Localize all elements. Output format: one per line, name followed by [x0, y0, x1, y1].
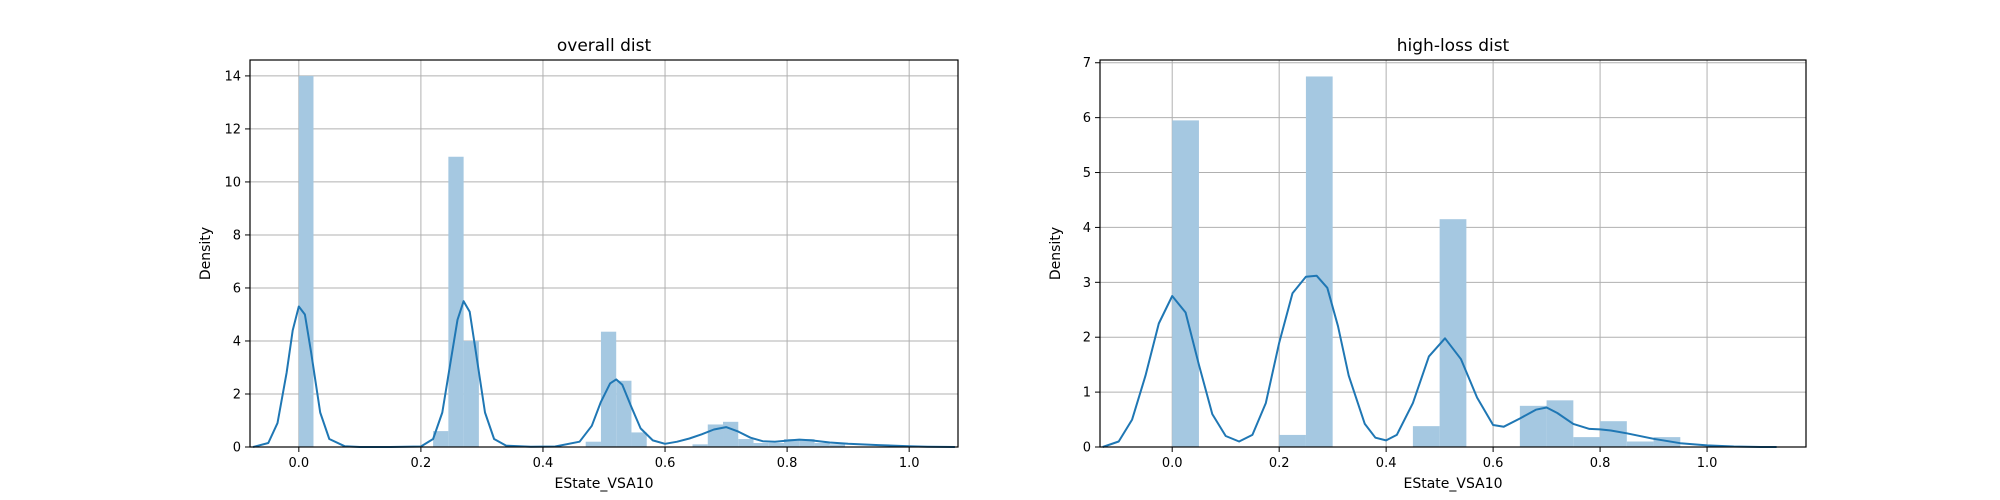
histogram-bar — [692, 444, 708, 447]
y-tick-label: 12 — [224, 122, 241, 137]
x-tick-label: 0.8 — [1590, 456, 1611, 471]
x-tick-label: 1.0 — [1697, 456, 1718, 471]
y-tick-label: 6 — [1083, 111, 1091, 126]
x-tick-label: 0.4 — [533, 456, 554, 471]
kde-line — [1102, 274, 1777, 448]
y-tick-label: 4 — [233, 334, 241, 349]
histogram-bar — [1305, 76, 1333, 448]
chart-overall-dist: 0.0 0.2 0.4 0.6 0.8 1.0 0 2 4 6 8 10 12 14 overall dis… — [198, 36, 959, 492]
y-tick-label: 2 — [1083, 331, 1091, 346]
histogram-bar — [1519, 405, 1547, 447]
y-tick-label: 0 — [233, 441, 241, 456]
chart-title: overall dist — [557, 36, 652, 56]
y-tick-label: 3 — [1083, 276, 1091, 291]
y-tick-label: 5 — [1083, 166, 1091, 181]
y-tick-label: 10 — [224, 175, 241, 190]
x-tick-label: 0.0 — [288, 456, 309, 471]
x-tick-label: 0.6 — [655, 456, 676, 471]
x-tick-label: 0.2 — [411, 456, 432, 471]
x-axis-label: EState_VSA10 — [554, 476, 653, 492]
histogram-bar — [1546, 400, 1574, 447]
histogram-bar — [600, 331, 617, 447]
histogram-bar — [799, 439, 815, 447]
histogram-bar — [1412, 426, 1440, 447]
histogram-bar — [1172, 120, 1199, 447]
chart-high-loss-dist: 0.0 0.2 0.4 0.6 0.8 1.0 0 1 2 3 4 5 6 7 high-loss dist… — [1048, 36, 1807, 492]
y-tick-label: 0 — [1083, 441, 1091, 456]
histogram-bar — [829, 444, 846, 447]
histogram-bar — [1600, 421, 1627, 447]
histogram-bar — [1653, 437, 1681, 447]
plot-frame — [249, 59, 959, 448]
histogram-bar — [814, 443, 830, 447]
y-tick-label: 6 — [233, 281, 241, 296]
histogram-bar — [1626, 441, 1654, 447]
y-axis-label: Density — [1048, 227, 1064, 280]
kde-line — [252, 300, 955, 448]
histogram-bar — [738, 439, 754, 447]
plot-frame — [1099, 59, 1807, 448]
histogram-bar — [448, 156, 464, 447]
y-tick-label: 2 — [233, 387, 241, 402]
x-axis-label: EState_VSA10 — [1403, 476, 1502, 492]
histogram-bar — [784, 439, 800, 447]
x-tick-label: 0.2 — [1269, 456, 1290, 471]
histogram-bar — [768, 443, 785, 447]
chart-title: high-loss dist — [1397, 36, 1510, 56]
x-tick-label: 0.0 — [1162, 456, 1183, 471]
x-tick-label: 0.4 — [1376, 456, 1397, 471]
histogram-bar — [463, 340, 479, 447]
x-tick-label: 1.0 — [899, 456, 920, 471]
histogram-bar — [1573, 437, 1601, 447]
histogram-bar — [631, 432, 647, 447]
y-tick-label: 14 — [224, 69, 241, 84]
histogram-bar — [298, 75, 314, 447]
x-tick-label: 0.6 — [1483, 456, 1504, 471]
y-tick-label: 1 — [1083, 386, 1091, 401]
histogram-bar — [1439, 219, 1467, 447]
histogram-bar — [723, 421, 739, 447]
histogram-bar — [433, 431, 449, 447]
histogram-bar — [585, 441, 601, 447]
x-tick-label: 0.8 — [777, 456, 798, 471]
y-tick-label: 7 — [1083, 56, 1091, 71]
y-tick-label: 8 — [233, 228, 241, 243]
histogram-bar — [1279, 434, 1306, 447]
histogram-bar — [753, 443, 769, 447]
y-axis-label: Density — [198, 227, 214, 280]
y-tick-label: 4 — [1083, 221, 1091, 236]
